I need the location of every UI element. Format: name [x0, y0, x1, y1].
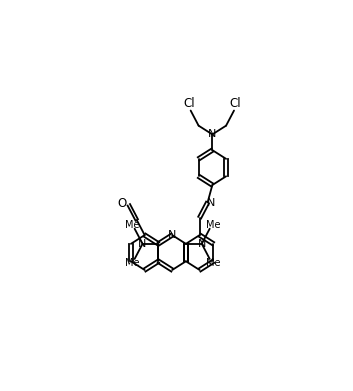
Text: Me: Me	[206, 220, 220, 230]
Text: N: N	[168, 230, 176, 240]
Text: O: O	[117, 197, 127, 210]
Text: N: N	[198, 239, 206, 249]
Text: Me: Me	[206, 258, 220, 267]
Text: N: N	[138, 239, 147, 249]
Text: Me: Me	[125, 220, 139, 230]
Text: Cl: Cl	[229, 97, 241, 110]
Text: Me: Me	[125, 258, 139, 267]
Text: N: N	[207, 197, 215, 208]
Text: Cl: Cl	[184, 97, 195, 110]
Text: N: N	[208, 129, 216, 140]
